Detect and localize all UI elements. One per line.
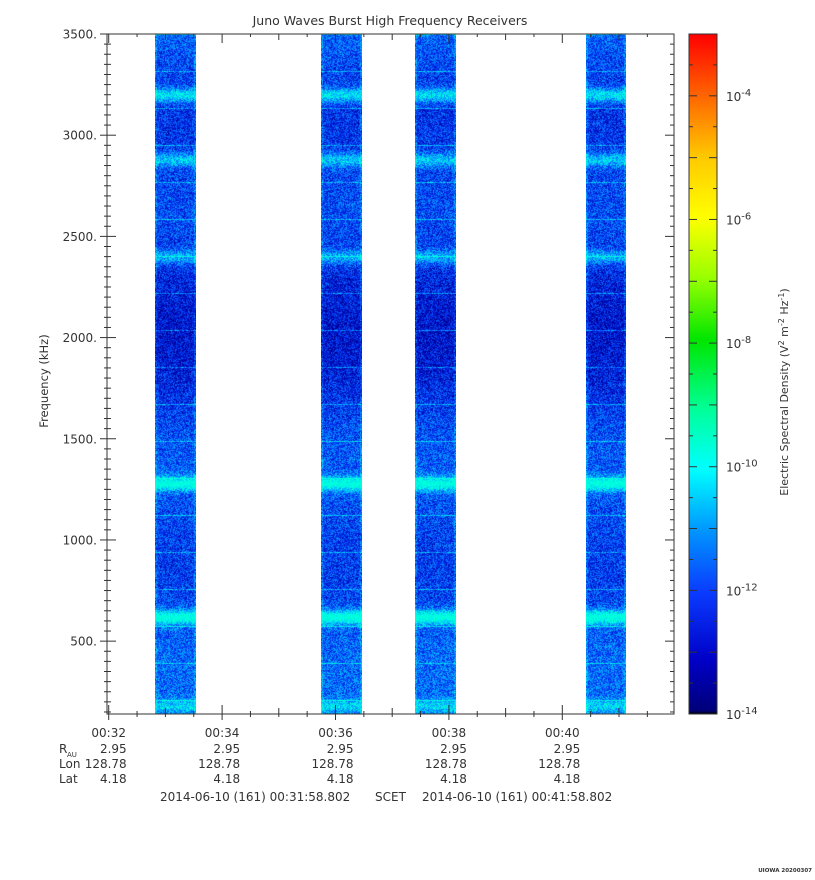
x-axis: 00:32 00:34 00:36 00:38 00:40 bbox=[91, 34, 648, 740]
ephemeris-value: 4.18 bbox=[213, 772, 240, 786]
ephemeris-value: 2.95 bbox=[327, 742, 354, 756]
y-axis-label: Frequency (kHz) bbox=[37, 334, 51, 427]
y-tick-label: 1000. bbox=[63, 533, 97, 547]
x-tick-label: 00:38 bbox=[432, 726, 467, 740]
ephemeris-row-label: Lon bbox=[59, 757, 80, 771]
y-axis: 500. 1000. 1500. 2000. 2500. 3000. 3500. bbox=[63, 28, 674, 713]
ephemeris-value: 4.18 bbox=[327, 772, 354, 786]
ephemeris-table: R AU 2.95 2.95 2.95 2.95 2.95 Lon 128.78 128.78 12… bbox=[59, 742, 580, 786]
y-tick-label: 3000. bbox=[63, 129, 97, 143]
x-tick-label: 00:40 bbox=[545, 726, 580, 740]
ephemeris-value: 128.78 bbox=[85, 757, 127, 771]
colorbar-tick-label: 10-10 bbox=[726, 459, 758, 475]
ephemeris-value: 128.78 bbox=[425, 757, 467, 771]
spectrogram-plot bbox=[106, 33, 675, 715]
colorbar-tick-label: 10-6 bbox=[726, 211, 751, 227]
ephemeris-value: 128.78 bbox=[312, 757, 354, 771]
y-tick-label: 1500. bbox=[63, 432, 97, 446]
ephemeris-row-label: R bbox=[59, 742, 67, 756]
x-tick-label: 00:36 bbox=[318, 726, 353, 740]
time-range-end: 2014-06-10 (161) 00:41:58.802 bbox=[422, 790, 612, 804]
y-tick-label: 3500. bbox=[63, 28, 97, 42]
time-range-start: 2014-06-10 (161) 00:31:58.802 bbox=[160, 790, 350, 804]
colorbar-tick-label: 10-14 bbox=[726, 706, 758, 722]
burst-3 bbox=[415, 34, 456, 714]
colorbar-label: Electric Spectral Density (V2 m-2 Hz-1) bbox=[777, 288, 791, 495]
ephemeris-value: 2.95 bbox=[440, 742, 467, 756]
ephemeris-value: 4.18 bbox=[440, 772, 467, 786]
time-range-label: SCET bbox=[375, 790, 407, 804]
plot-background bbox=[107, 34, 674, 714]
chart-title: Juno Waves Burst High Frequency Receiver… bbox=[252, 13, 528, 28]
ephemeris-value: 128.78 bbox=[198, 757, 240, 771]
ephemeris-value: 4.18 bbox=[554, 772, 581, 786]
ephemeris-value: 2.95 bbox=[213, 742, 240, 756]
ephemeris-value: 128.78 bbox=[538, 757, 580, 771]
x-tick-label: 00:32 bbox=[91, 726, 126, 740]
colorbar: 10-4 10-6 10-8 10-10 10-12 10-14 bbox=[688, 33, 758, 722]
y-tick-label: 500. bbox=[70, 635, 97, 649]
colorbar-gradient bbox=[688, 33, 718, 715]
ephemeris-row-sublabel: AU bbox=[67, 751, 77, 759]
ephemeris-value: 4.18 bbox=[100, 772, 127, 786]
plot-frame bbox=[106, 33, 675, 715]
colorbar-tick-label: 10-4 bbox=[726, 88, 751, 104]
ephemeris-row-label: Lat bbox=[59, 772, 78, 786]
burst-1 bbox=[155, 34, 196, 714]
y-tick-label: 2000. bbox=[63, 331, 97, 345]
colorbar-tick-label: 10-12 bbox=[726, 582, 758, 598]
footer-tag: UIOWA 20200307 bbox=[758, 868, 812, 874]
time-range: 2014-06-10 (161) 00:31:58.802 SCET 2014-… bbox=[160, 790, 612, 804]
ephemeris-value: 2.95 bbox=[100, 742, 127, 756]
burst-2 bbox=[321, 34, 362, 714]
x-tick-label: 00:34 bbox=[205, 726, 240, 740]
y-tick-label: 2500. bbox=[63, 230, 97, 244]
ephemeris-value: 2.95 bbox=[554, 742, 581, 756]
colorbar-tick-label: 10-8 bbox=[726, 335, 751, 351]
burst-4 bbox=[586, 34, 626, 714]
